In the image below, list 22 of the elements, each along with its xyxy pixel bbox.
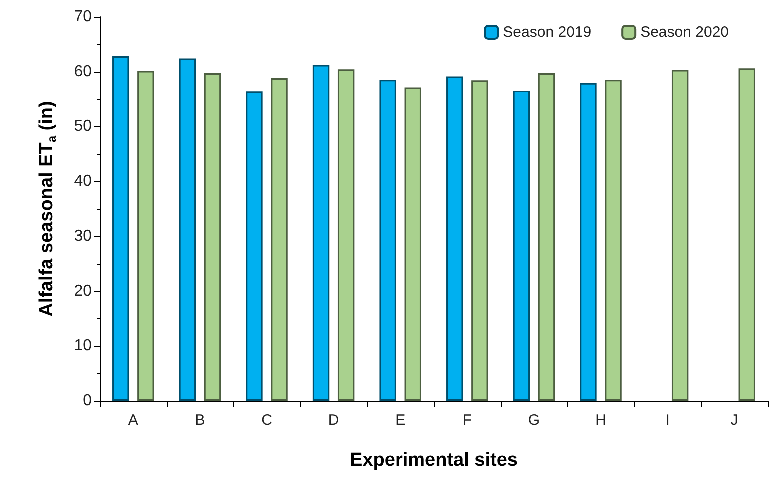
y-tick-label: 0 xyxy=(83,392,92,410)
x-tick-label: A xyxy=(128,412,138,429)
y-tick-label: 40 xyxy=(74,173,92,190)
x-axis-title: Experimental sites xyxy=(350,450,518,471)
x-tick-label: F xyxy=(462,412,472,429)
y-tick-label: 50 xyxy=(74,118,92,136)
x-tick-label: H xyxy=(596,412,606,429)
x-tick-label: B xyxy=(195,412,206,429)
x-tick-label: G xyxy=(528,412,540,429)
y-tick-label: 10 xyxy=(74,338,92,355)
x-tick-label: J xyxy=(730,412,738,429)
y-axis-title: Alfalfa seasonal ETa (in) xyxy=(36,101,59,317)
y-tick-label: 70 xyxy=(74,8,92,26)
x-tick-label: E xyxy=(396,412,406,429)
legend-label: Season 2020 xyxy=(640,24,730,41)
x-tick-label: D xyxy=(328,412,340,429)
y-tick-label: 30 xyxy=(74,228,92,245)
y-tick-label: 60 xyxy=(74,63,92,80)
y-tick-label: 20 xyxy=(74,282,92,300)
legend-label: Season 2019 xyxy=(503,24,592,41)
x-tick-label: I xyxy=(666,412,670,429)
x-tick-label: C xyxy=(262,412,273,429)
